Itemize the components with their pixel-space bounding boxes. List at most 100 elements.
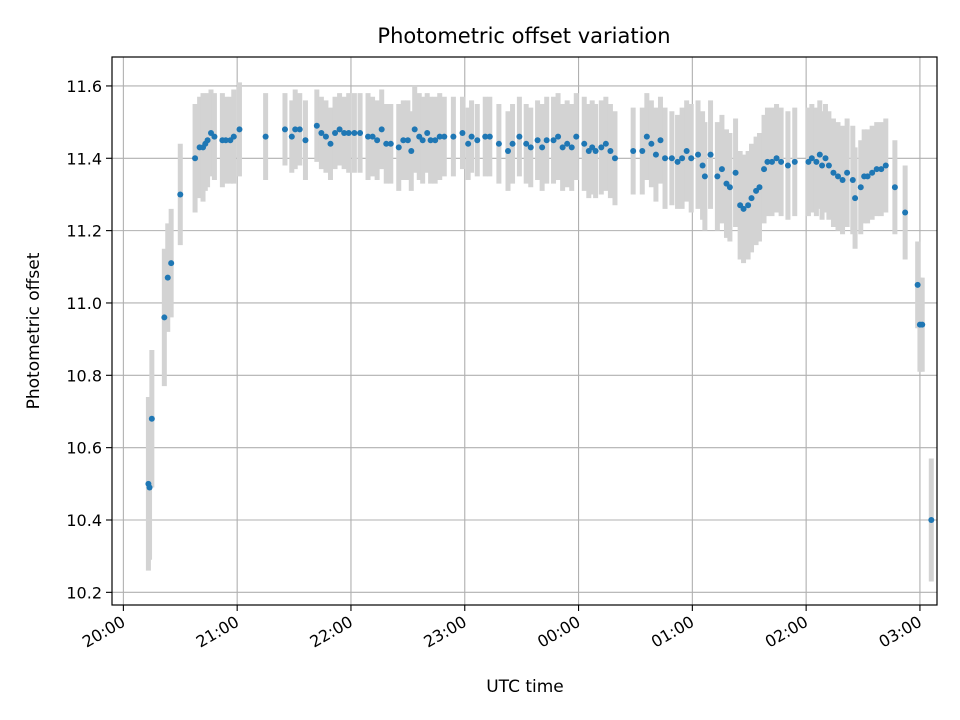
data-point [769,158,775,165]
data-point [204,137,211,144]
data-point [427,137,434,144]
data-point [688,155,695,162]
data-point [288,133,295,140]
plot-frame [111,56,938,606]
data-point [365,133,372,140]
data-point [864,173,871,180]
data-point [928,516,935,523]
data-point [168,260,175,267]
data-point [177,191,184,198]
data-point [505,148,511,155]
data-point [662,155,669,162]
data-point [378,126,385,133]
data-point [825,162,832,169]
data-point [527,144,534,151]
data-point [296,126,303,133]
y-tick-label: 10.8 [66,366,102,385]
y-axis-ticks: 10.2 10.4 10.6 10.8 11.0 11.2 11.4 11.6 [66,77,112,602]
data-point [564,140,571,147]
data-point [387,140,394,147]
data-point [611,155,618,162]
y-tick-label: 10.6 [66,439,102,458]
data-point [395,144,402,151]
data-point [726,184,733,191]
data-point [718,166,725,173]
y-tick-label: 11.4 [66,149,102,168]
data-point [281,126,288,133]
x-axis-label: UTC time [486,677,564,697]
data-point [441,133,448,140]
data-point [459,129,466,136]
data-point [474,137,481,144]
data-point [873,166,880,173]
data-point [482,133,489,140]
data-point [808,155,815,162]
y-tick-label: 10.4 [66,511,102,530]
data-point [695,151,702,158]
data-point [882,162,889,169]
data-point [322,133,329,140]
data-point [230,133,237,140]
data-point [830,169,837,176]
data-point [543,137,550,144]
data-point [919,321,926,328]
data-point [699,162,706,169]
data-point [568,144,575,151]
data-point [559,144,566,151]
data-point [336,126,343,133]
data-point [816,151,823,158]
data-point [534,137,541,144]
data-point [345,129,352,136]
data-point [714,173,721,180]
data-point [509,140,516,147]
data-point [745,202,752,209]
data-point [902,209,909,216]
data-point [756,184,763,191]
data-point [839,176,846,183]
data-point [852,195,859,202]
data-point [849,176,856,183]
data-point [516,133,523,140]
data-point [148,415,155,422]
data-point [408,148,415,155]
data-point [707,151,714,158]
data-point [161,314,168,321]
data-point [495,140,502,147]
data-point [732,169,739,176]
data-point [581,140,588,147]
data-point [822,155,829,162]
data-point [192,155,199,162]
data-point [679,155,686,162]
data-point [857,184,864,191]
data-point [869,169,876,176]
data-point [598,144,605,151]
data-point [764,158,771,165]
data-point [369,133,376,140]
data-point [674,158,681,165]
data-point [146,484,153,491]
data-point [573,133,580,140]
data-point [630,148,637,155]
data-point [550,137,557,144]
data-point [341,129,348,136]
data-point [436,133,443,140]
data-point [891,184,898,191]
data-point [668,155,675,162]
data-point [419,137,426,144]
data-point [740,205,747,212]
data-point [357,129,364,136]
data-point [539,144,546,151]
data-point [748,195,755,202]
data-point [313,122,320,129]
data-point [652,151,659,158]
data-point [523,140,530,147]
data-point [468,133,475,140]
data-point [778,158,785,165]
y-tick-label: 11.0 [66,294,102,313]
data-point [657,137,664,144]
data-point [432,137,439,144]
data-point [878,166,885,173]
data-point [602,140,609,147]
